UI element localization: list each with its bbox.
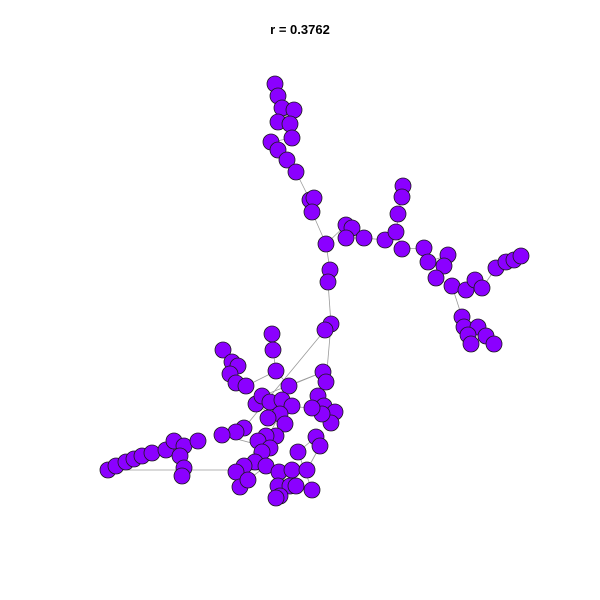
graph-node — [317, 373, 335, 391]
graph-node — [443, 277, 461, 295]
graph-node — [427, 269, 445, 287]
graph-node — [512, 247, 530, 265]
graph-node — [227, 423, 245, 441]
graph-node — [319, 273, 337, 291]
graph-node — [303, 481, 321, 499]
plot-title: r = 0.3762 — [270, 22, 330, 37]
graph-node — [281, 115, 299, 133]
graph-node — [298, 461, 316, 479]
graph-node — [485, 335, 503, 353]
graph-node — [289, 443, 307, 461]
graph-node — [305, 189, 323, 207]
graph-node — [276, 415, 294, 433]
graph-node — [213, 426, 231, 444]
graph-node — [214, 341, 232, 359]
graph-node — [435, 257, 453, 275]
graph-node — [264, 341, 282, 359]
graph-node — [419, 253, 437, 271]
graph-node — [259, 409, 277, 427]
graph-node — [393, 240, 411, 258]
graph-node — [393, 188, 411, 206]
graph-node — [462, 335, 480, 353]
graph-node — [355, 229, 373, 247]
graph-node — [287, 163, 305, 181]
graph-node — [303, 399, 321, 417]
graph-node — [311, 437, 329, 455]
graph-node — [473, 279, 491, 297]
graph-node — [287, 477, 305, 495]
graph-node — [283, 461, 301, 479]
graph-node — [283, 129, 301, 147]
graph-node — [337, 229, 355, 247]
graph-node — [283, 397, 301, 415]
graph-node — [189, 432, 207, 450]
graph-node — [280, 377, 298, 395]
graph-node — [267, 489, 285, 507]
graph-node — [278, 151, 296, 169]
graph-node — [239, 471, 257, 489]
graph-node — [387, 223, 405, 241]
graph-node — [316, 321, 334, 339]
graph-node — [237, 377, 255, 395]
graph-node — [285, 101, 303, 119]
node-layer — [99, 75, 530, 507]
graph-node — [263, 325, 281, 343]
graph-node — [267, 362, 285, 380]
graph-node — [317, 235, 335, 253]
graph-node — [143, 444, 161, 462]
graph-node — [303, 203, 321, 221]
graph-node — [415, 239, 433, 257]
graph-node — [173, 467, 191, 485]
graph-node — [389, 205, 407, 223]
